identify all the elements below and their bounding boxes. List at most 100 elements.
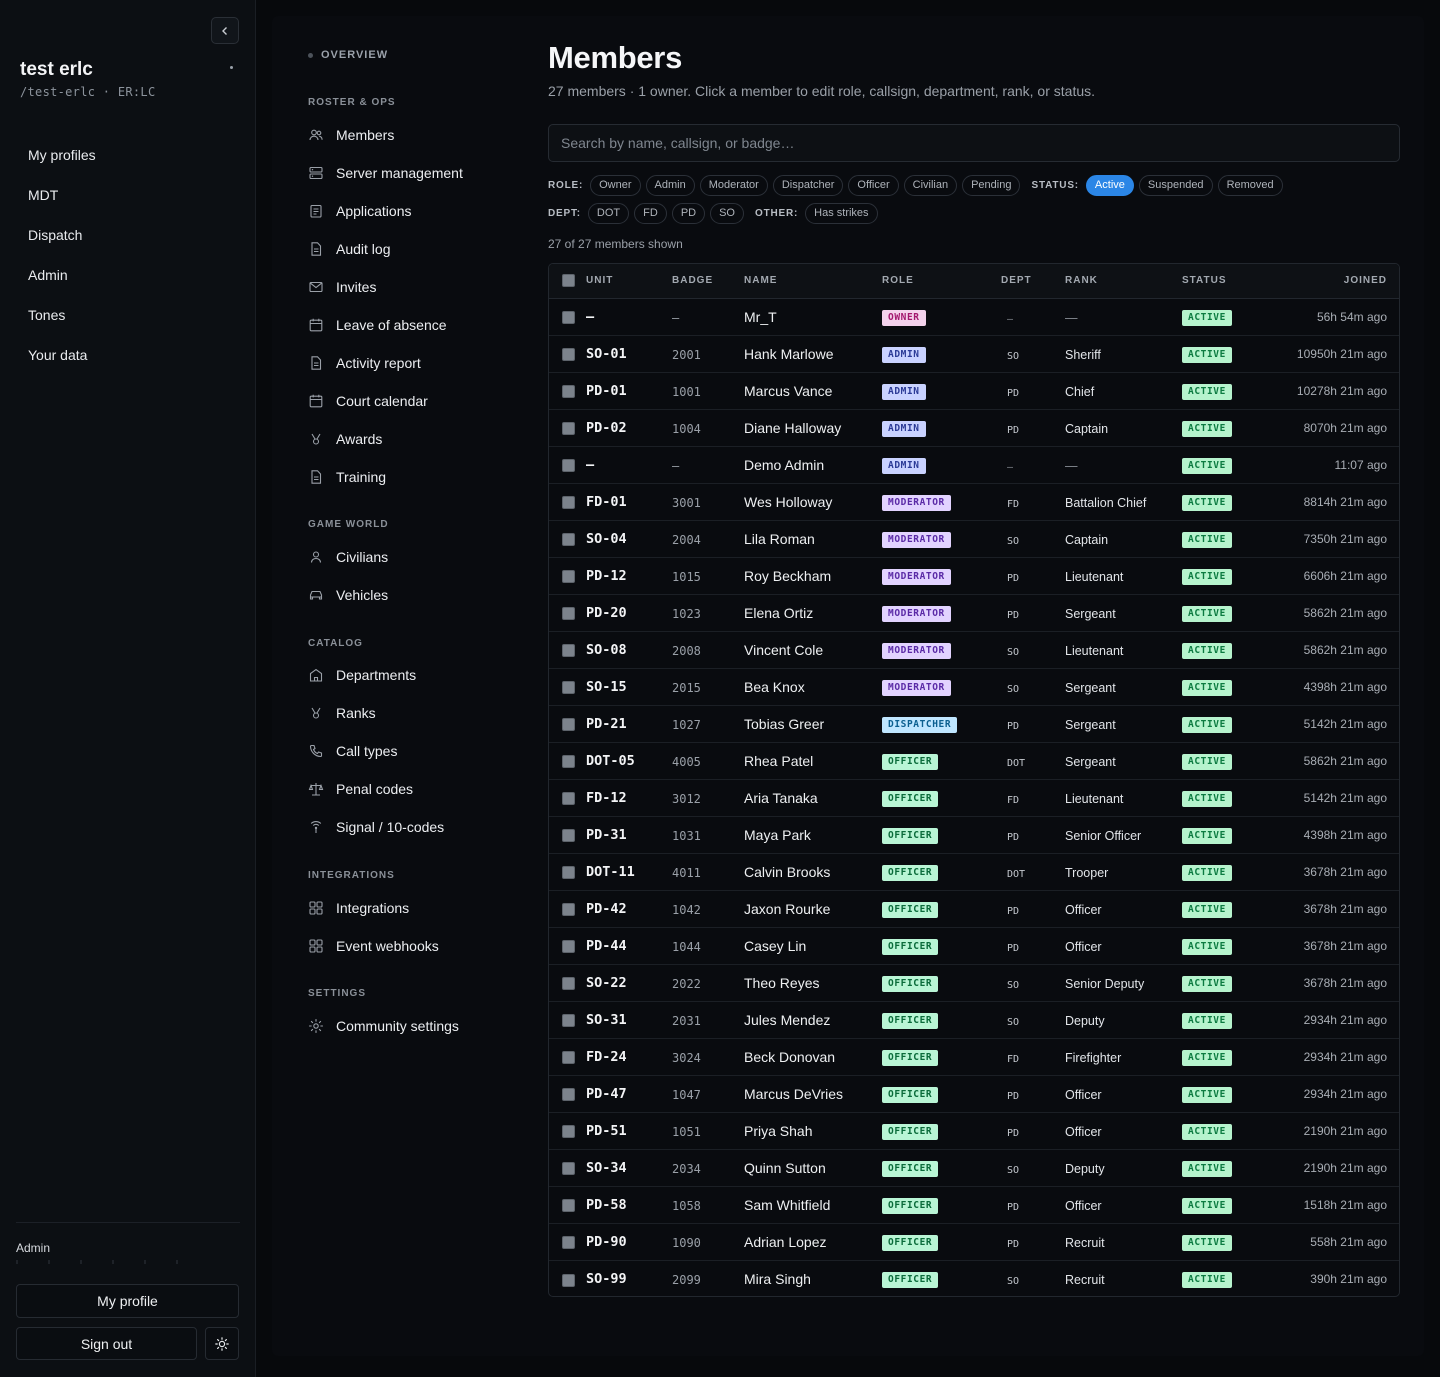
row-checkbox[interactable] bbox=[562, 311, 575, 325]
table-row[interactable]: SO-15 2015 Bea Knox MODERATOR SO Sergeant ACTI… bbox=[549, 668, 1399, 706]
header-name[interactable]: NAME bbox=[744, 264, 882, 299]
row-checkbox[interactable] bbox=[562, 903, 575, 917]
row-select-cell[interactable] bbox=[549, 594, 586, 632]
subnav-signal-codes[interactable]: Signal / 10-codes bbox=[308, 812, 518, 842]
row-select-cell[interactable] bbox=[549, 853, 586, 891]
row-select-cell[interactable] bbox=[549, 742, 586, 780]
subnav-community-settings[interactable]: Community settings bbox=[308, 1011, 518, 1041]
chip-role-admin[interactable]: Admin bbox=[645, 174, 695, 196]
row-checkbox[interactable] bbox=[562, 718, 575, 732]
nav-tones[interactable]: Tones bbox=[28, 307, 66, 323]
search-input[interactable] bbox=[548, 124, 1400, 162]
cell-name[interactable]: Wes Holloway bbox=[744, 483, 882, 521]
table-row[interactable]: FD-01 3001 Wes Holloway MODERATOR FD Battalio… bbox=[549, 483, 1399, 521]
row-select-cell[interactable] bbox=[549, 964, 586, 1002]
subnav-penal-codes[interactable]: Penal codes bbox=[308, 774, 518, 804]
row-select-cell[interactable] bbox=[549, 1149, 586, 1187]
chip-role-moderator[interactable]: Moderator bbox=[699, 174, 768, 196]
cell-name[interactable]: Diane Halloway bbox=[744, 409, 882, 447]
header-rank[interactable]: RANK bbox=[1065, 264, 1182, 299]
subnav-court-calendar[interactable]: Court calendar bbox=[308, 386, 518, 416]
header-status[interactable]: STATUS bbox=[1182, 264, 1277, 299]
subnav-vehicles[interactable]: Vehicles bbox=[308, 580, 518, 610]
cell-name[interactable]: Sam Whitfield bbox=[744, 1186, 882, 1224]
subnav-overview[interactable]: OVERVIEW bbox=[308, 49, 388, 61]
chip-dept-pd[interactable]: PD bbox=[671, 202, 706, 224]
row-checkbox[interactable] bbox=[562, 792, 575, 806]
row-checkbox[interactable] bbox=[562, 1199, 575, 1213]
row-select-cell[interactable] bbox=[549, 1038, 586, 1076]
row-select-cell[interactable] bbox=[549, 557, 586, 595]
row-select-cell[interactable] bbox=[549, 409, 586, 447]
row-checkbox[interactable] bbox=[562, 533, 575, 547]
chip-has-strikes[interactable]: Has strikes bbox=[805, 202, 878, 224]
row-checkbox[interactable] bbox=[562, 681, 575, 695]
row-select-cell[interactable] bbox=[549, 816, 586, 854]
row-select-cell[interactable] bbox=[549, 779, 586, 817]
subnav-applications[interactable]: Applications bbox=[308, 196, 518, 226]
table-row[interactable]: SO-22 2022 Theo Reyes OFFICER SO Senior Deput… bbox=[549, 964, 1399, 1002]
row-select-cell[interactable] bbox=[549, 668, 586, 706]
subnav-invites[interactable]: Invites bbox=[308, 272, 518, 302]
cell-name[interactable]: Demo Admin bbox=[744, 446, 882, 484]
row-checkbox[interactable] bbox=[562, 385, 575, 399]
chip-status-removed[interactable]: Removed bbox=[1217, 174, 1283, 196]
subnav-event-webhooks[interactable]: Event webhooks bbox=[308, 931, 518, 961]
header-joined[interactable]: JOINED bbox=[1277, 264, 1399, 299]
cell-name[interactable]: Hank Marlowe bbox=[744, 335, 882, 373]
sign-out-button[interactable]: Sign out bbox=[16, 1327, 197, 1360]
cell-name[interactable]: Casey Lin bbox=[744, 927, 882, 965]
table-row[interactable]: PD-44 1044 Casey Lin OFFICER PD Officer ACTIVE… bbox=[549, 927, 1399, 965]
table-row[interactable]: SO-31 2031 Jules Mendez OFFICER SO Deputy ACTI… bbox=[549, 1001, 1399, 1039]
chip-role-officer[interactable]: Officer bbox=[848, 174, 899, 196]
row-select-cell[interactable] bbox=[549, 1186, 586, 1224]
table-row[interactable]: — — Demo Admin ADMIN — — ACTIVE 11:07 ago bbox=[549, 446, 1399, 484]
cell-name[interactable]: Priya Shah bbox=[744, 1112, 882, 1150]
select-all-checkbox[interactable] bbox=[562, 274, 575, 288]
row-checkbox[interactable] bbox=[562, 422, 575, 436]
subnav-members[interactable]: Members bbox=[308, 120, 518, 150]
nav-my-profiles[interactable]: My profiles bbox=[28, 147, 96, 163]
table-row[interactable]: PD-31 1031 Maya Park OFFICER PD Senior Office… bbox=[549, 816, 1399, 854]
table-row[interactable]: SO-08 2008 Vincent Cole MODERATOR SO Lieutena… bbox=[549, 631, 1399, 669]
row-checkbox[interactable] bbox=[562, 1162, 575, 1176]
row-select-cell[interactable] bbox=[549, 335, 586, 373]
table-row[interactable]: SO-34 2034 Quinn Sutton OFFICER SO Deputy ACTI… bbox=[549, 1149, 1399, 1187]
cell-name[interactable]: Vincent Cole bbox=[744, 631, 882, 669]
row-checkbox[interactable] bbox=[562, 829, 575, 843]
subnav-departments[interactable]: Departments bbox=[308, 660, 518, 690]
my-profile-button[interactable]: My profile bbox=[16, 1284, 239, 1318]
row-select-cell[interactable] bbox=[549, 890, 586, 928]
row-checkbox[interactable] bbox=[562, 755, 575, 769]
header-unit[interactable]: UNIT bbox=[586, 264, 672, 299]
row-checkbox[interactable] bbox=[562, 866, 575, 880]
cell-name[interactable]: Lila Roman bbox=[744, 520, 882, 558]
cell-name[interactable]: Mira Singh bbox=[744, 1270, 811, 1287]
cell-name[interactable]: Jules Mendez bbox=[744, 1001, 882, 1039]
row-select-cell[interactable] bbox=[549, 1260, 586, 1296]
cell-name[interactable]: Adrian Lopez bbox=[744, 1223, 882, 1261]
table-row[interactable]: — — Mr_T OWNER — — ACTIVE 56h 54m ago bbox=[549, 298, 1399, 336]
table-row[interactable]: PD-47 1047 Marcus DeVries OFFICER PD Officer A… bbox=[549, 1075, 1399, 1113]
row-checkbox[interactable] bbox=[562, 1273, 575, 1287]
subnav-civilians[interactable]: Civilians bbox=[308, 542, 518, 572]
subnav-call-types[interactable]: Call types bbox=[308, 736, 518, 766]
row-select-cell[interactable] bbox=[549, 1223, 586, 1261]
chip-role-dispatcher[interactable]: Dispatcher bbox=[772, 174, 844, 196]
chip-dept-so[interactable]: SO bbox=[710, 202, 744, 224]
chip-status-suspended[interactable]: Suspended bbox=[1138, 174, 1213, 196]
cell-name[interactable]: Elena Ortiz bbox=[744, 594, 882, 632]
row-select-cell[interactable] bbox=[549, 372, 586, 410]
row-checkbox[interactable] bbox=[562, 459, 575, 473]
chip-role-civilian[interactable]: Civilian bbox=[903, 174, 958, 196]
subnav-training[interactable]: Training bbox=[308, 462, 518, 492]
row-checkbox[interactable] bbox=[562, 1051, 575, 1065]
row-select-cell[interactable] bbox=[549, 483, 586, 521]
subnav-awards[interactable]: Awards bbox=[308, 424, 518, 454]
row-select-cell[interactable] bbox=[549, 446, 586, 484]
nav-your-data[interactable]: Your data bbox=[28, 347, 88, 363]
org-name[interactable]: test erlc bbox=[20, 59, 93, 80]
chip-dept-dot[interactable]: DOT bbox=[587, 202, 630, 224]
theme-toggle-button[interactable] bbox=[205, 1327, 239, 1360]
org-switcher-caret-icon[interactable] bbox=[230, 66, 233, 69]
